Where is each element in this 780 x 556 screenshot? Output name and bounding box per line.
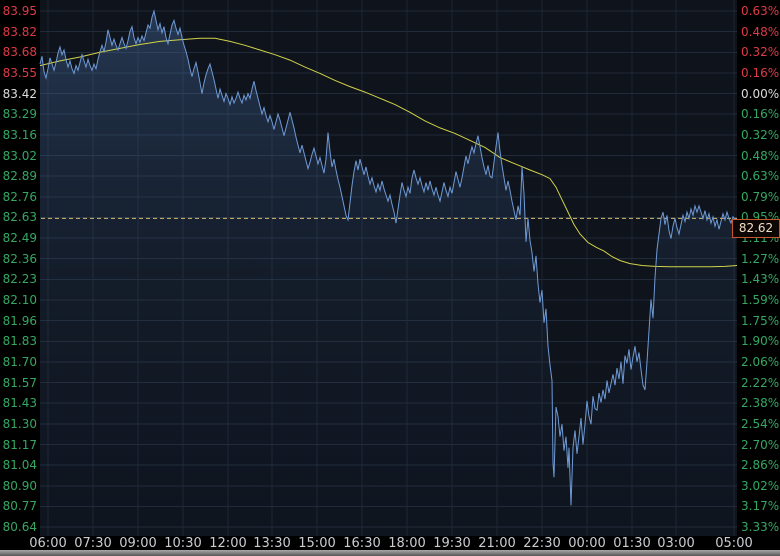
price-area-fill (40, 11, 737, 536)
bottom-scrollbar[interactable] (0, 550, 780, 556)
price-line (39, 9, 737, 506)
last-price-value: 82.62 (738, 221, 774, 235)
last-price-tag: 82.62 (732, 219, 780, 238)
average-price-line (39, 37, 738, 268)
